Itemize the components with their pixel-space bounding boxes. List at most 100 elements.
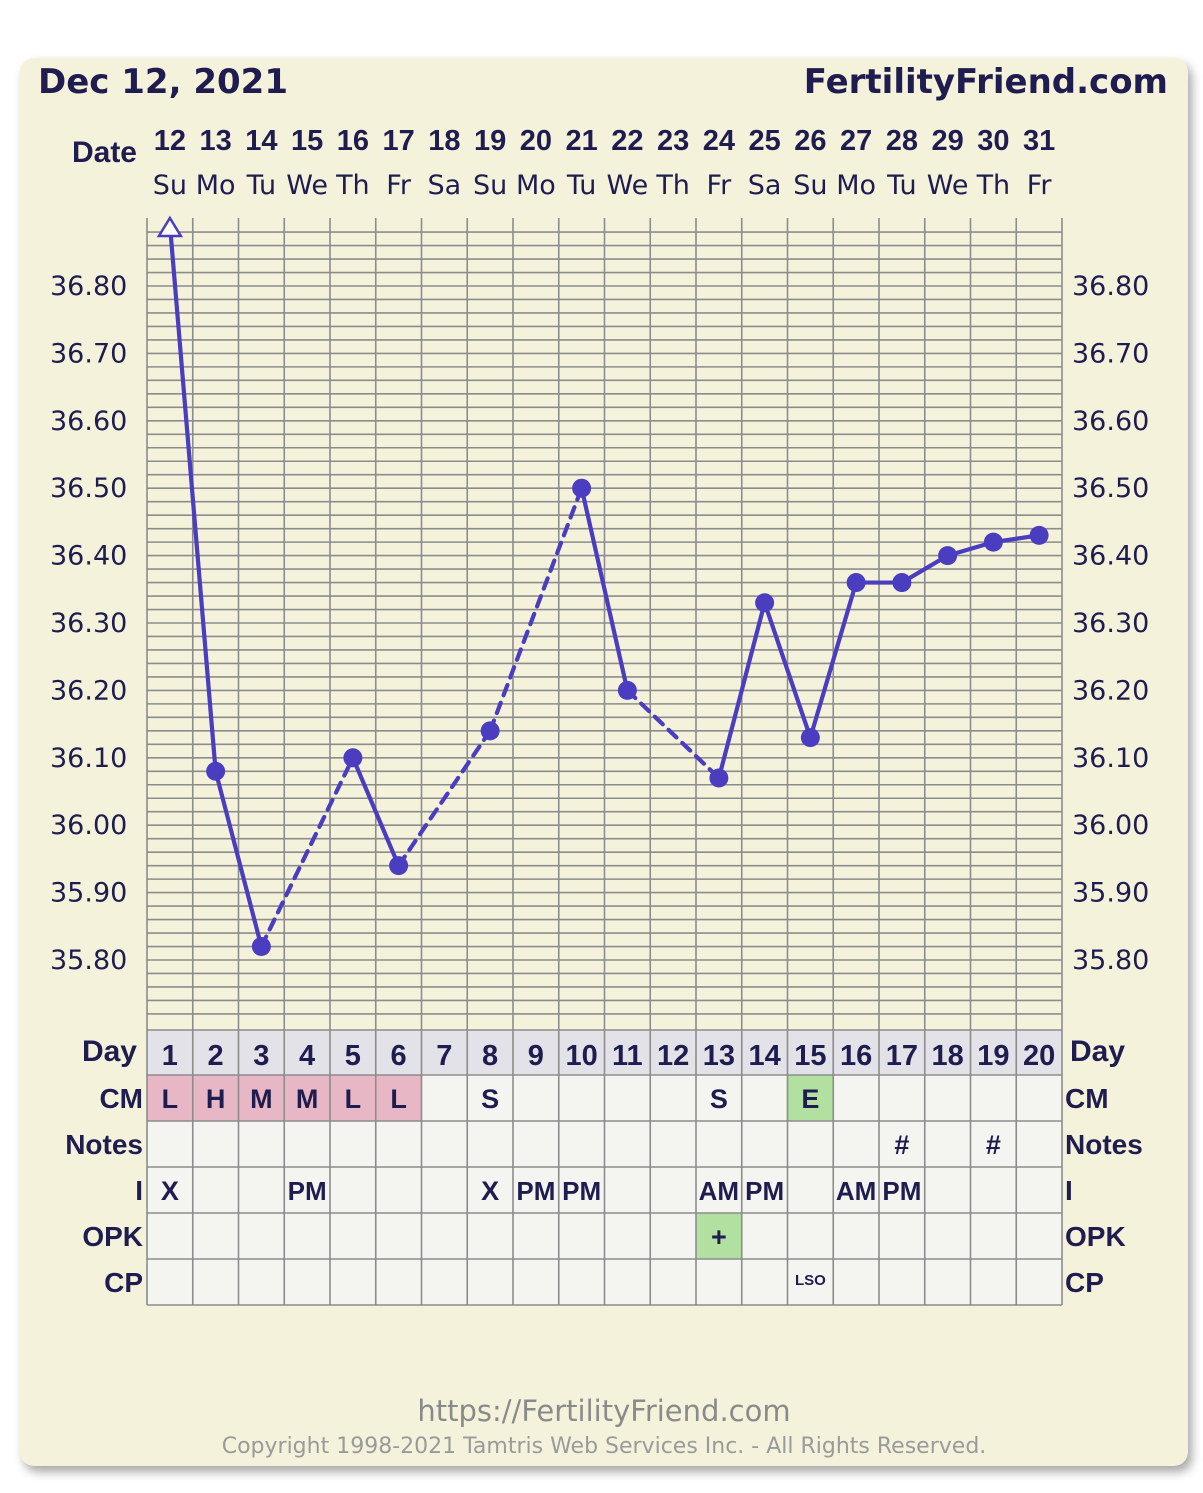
temp-line-segment — [396, 728, 493, 868]
date-tick: 27 — [840, 125, 872, 157]
cycle-day-tick: 19 — [977, 1040, 1009, 1072]
cell-opk-12 — [650, 1213, 696, 1259]
temp-line-segment — [579, 486, 630, 693]
weekday-tick: Mo — [196, 170, 236, 201]
temp-point — [800, 728, 820, 748]
cell-opk-16 — [833, 1213, 879, 1259]
cell-cm-3 — [238, 1075, 285, 1121]
cell-text: PM — [745, 1176, 784, 1206]
cell-i-18 — [924, 1167, 971, 1213]
cell-text: S — [481, 1084, 499, 1114]
date-tick: 29 — [931, 125, 963, 157]
cell-text: L — [390, 1084, 407, 1114]
cell-text: # — [986, 1130, 1001, 1160]
cell-i-14 — [741, 1167, 788, 1213]
row-label-left: I — [135, 1175, 143, 1206]
cell-cm-2 — [192, 1075, 239, 1121]
y-tick-left: 36.50 — [50, 473, 127, 504]
date-tick: 25 — [748, 125, 780, 157]
cell-opk-20 — [1016, 1213, 1062, 1259]
cycle-day-tick: 16 — [840, 1040, 872, 1072]
cell-notes-11 — [604, 1121, 651, 1167]
weekday-tick: Th — [655, 170, 690, 201]
cycle-day-tick: 17 — [886, 1040, 918, 1072]
cell-i-10 — [558, 1167, 605, 1213]
cell-cm-6 — [375, 1075, 422, 1121]
temp-line-segment — [808, 580, 859, 740]
cell-i-4 — [284, 1167, 330, 1213]
temp-point — [389, 856, 409, 876]
cell-cm-18 — [924, 1075, 971, 1121]
y-tick-right: 36.20 — [1072, 675, 1149, 706]
y-tick-right: 36.80 — [1072, 271, 1149, 302]
cell-cp-16 — [833, 1259, 879, 1305]
cell-cp-18 — [924, 1259, 971, 1305]
cell-notes-4 — [284, 1121, 330, 1167]
date-tick: 15 — [291, 125, 323, 157]
cycle-day-tick: 10 — [565, 1040, 597, 1072]
weekday-tick: Fr — [1027, 170, 1053, 201]
cell-text: # — [894, 1130, 909, 1160]
temp-point — [617, 680, 637, 700]
chart-date: Dec 12, 2021 — [38, 62, 288, 102]
cell-cm-20 — [1016, 1075, 1062, 1121]
row-label-left: Notes — [65, 1129, 143, 1160]
weekday-tick: Fr — [386, 170, 412, 201]
date-tick: 22 — [611, 125, 643, 157]
cell-cp-15 — [787, 1259, 834, 1305]
cycle-day-tick: 6 — [391, 1040, 407, 1072]
cell-notes-13 — [696, 1121, 742, 1167]
y-tick-right: 36.30 — [1072, 608, 1149, 639]
weekday-tick: Th — [335, 170, 370, 201]
cycle-day-tick: 20 — [1023, 1040, 1055, 1072]
cell-text: + — [711, 1222, 727, 1252]
row-label-right: CM — [1065, 1083, 1109, 1114]
cell-i-5 — [330, 1167, 376, 1213]
cell-cm-17 — [879, 1075, 925, 1121]
cell-text: E — [801, 1084, 819, 1114]
cell-text: S — [710, 1084, 728, 1114]
cell-notes-5 — [330, 1121, 376, 1167]
y-tick-left: 36.40 — [50, 541, 127, 572]
cell-cm-13 — [696, 1075, 742, 1121]
cycle-day-tick: 12 — [657, 1040, 689, 1072]
date-tick: 18 — [428, 125, 460, 157]
temp-point — [1029, 525, 1049, 545]
date-tick: 21 — [565, 125, 597, 157]
date-label: Date — [72, 136, 137, 169]
bbt-chart: Dec 12, 2021 FertilityFriend.com Date 12… — [38, 62, 1168, 1459]
cell-i-6 — [375, 1167, 422, 1213]
cell-text: PM — [288, 1176, 327, 1206]
cell-notes-3 — [238, 1121, 285, 1167]
cell-opk-19 — [970, 1213, 1017, 1259]
cell-i-15 — [787, 1167, 834, 1213]
temp-line-segment — [167, 221, 218, 774]
cell-opk-8 — [467, 1213, 513, 1259]
site-title: FertilityFriend.com — [804, 62, 1168, 102]
cell-i-8 — [467, 1167, 513, 1213]
cycle-day-tick: 7 — [436, 1040, 452, 1072]
cell-text: PM — [562, 1176, 601, 1206]
y-tick-left: 36.10 — [50, 743, 127, 774]
cell-opk-13 — [696, 1213, 742, 1259]
temp-point — [892, 573, 912, 593]
cell-notes-20 — [1016, 1121, 1062, 1167]
y-tick-right: 36.50 — [1072, 473, 1149, 504]
weekday-tick: Mo — [516, 170, 556, 201]
cell-opk-9 — [513, 1213, 559, 1259]
temp-line-segment — [625, 688, 721, 781]
cell-opk-11 — [604, 1213, 651, 1259]
cell-text: M — [296, 1084, 319, 1114]
cell-notes-19 — [970, 1121, 1017, 1167]
weekday-tick: Tu — [246, 170, 277, 201]
cell-cp-10 — [558, 1259, 605, 1305]
cell-notes-2 — [192, 1121, 239, 1167]
cell-notes-10 — [558, 1121, 605, 1167]
cell-cm-9 — [513, 1075, 559, 1121]
cell-text: X — [481, 1176, 499, 1206]
cell-opk-6 — [375, 1213, 422, 1259]
cell-notes-6 — [375, 1121, 422, 1167]
cell-cp-5 — [330, 1259, 376, 1305]
cycle-day-tick: 13 — [703, 1040, 735, 1072]
cell-notes-7 — [421, 1121, 468, 1167]
